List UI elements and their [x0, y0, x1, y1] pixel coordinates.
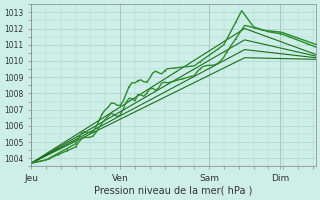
X-axis label: Pression niveau de la mer( hPa ): Pression niveau de la mer( hPa ): [94, 186, 253, 196]
